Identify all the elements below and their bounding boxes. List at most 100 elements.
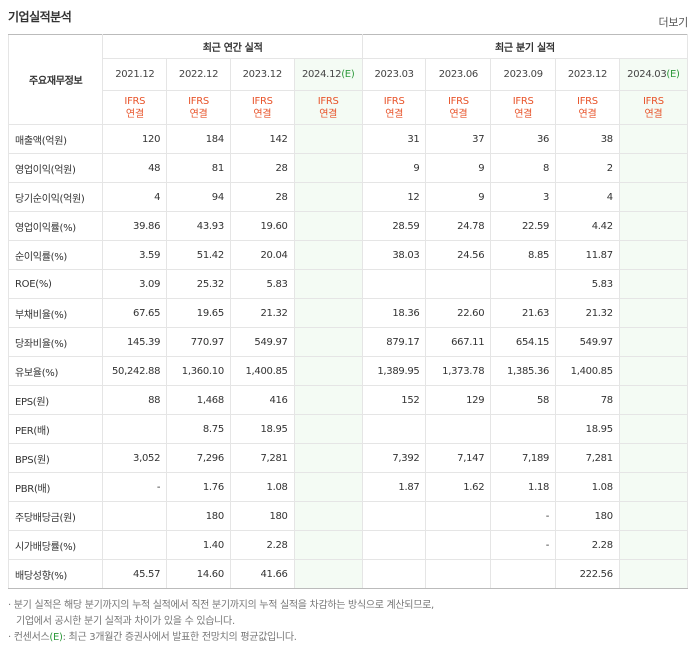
value-cell: 770.97 xyxy=(166,327,231,357)
period-header: 2023.09 xyxy=(490,58,557,91)
value-cell: 1,468 xyxy=(166,385,231,415)
value-cell xyxy=(102,530,168,560)
period-header: 2023.06 xyxy=(425,58,492,91)
table-row: ROE(%) 3.09 25.32 5.83 5.83 xyxy=(7,269,689,299)
value-cell: 45.57 xyxy=(102,559,168,589)
value-cell xyxy=(618,182,689,212)
value-cell xyxy=(293,327,363,357)
value-cell xyxy=(618,414,689,444)
value-cell: 8.85 xyxy=(490,240,557,270)
value-cell: 50,242.88 xyxy=(102,356,168,386)
value-cell: 18.95 xyxy=(555,414,620,444)
value-cell: 129 xyxy=(425,385,492,415)
value-cell xyxy=(293,472,363,502)
value-cell: 1,400.85 xyxy=(555,356,620,386)
note-1: · 분기 실적은 해당 분기까지의 누적 실적에서 직전 분기까지의 누적 실적… xyxy=(8,600,434,627)
value-cell: 4 xyxy=(555,182,620,212)
value-cell xyxy=(618,385,689,415)
value-cell: 1,389.95 xyxy=(361,356,427,386)
annual-title: 최근 연간 실적 xyxy=(102,34,363,59)
value-cell: 21.32 xyxy=(555,298,620,328)
row-label: 주당배당금(원) xyxy=(7,501,104,531)
value-cell: 81 xyxy=(166,153,231,183)
table-row: 영업이익률(%) 39.86 43.93 19.60 28.59 24.78 22.59 4.… xyxy=(7,211,689,241)
value-cell xyxy=(293,443,363,473)
value-cell xyxy=(293,385,363,415)
value-cell xyxy=(425,530,492,560)
value-cell: 9 xyxy=(361,153,427,183)
value-cell xyxy=(618,298,689,328)
value-cell: 19.65 xyxy=(166,298,231,328)
value-cell: 24.56 xyxy=(425,240,492,270)
value-cell: 48 xyxy=(102,153,168,183)
value-cell xyxy=(425,414,492,444)
value-cell: 2.28 xyxy=(555,530,620,560)
value-cell: 145.39 xyxy=(102,327,168,357)
table-row: PER(배) 8.75 18.95 18.95 xyxy=(7,414,689,444)
value-cell: 31 xyxy=(361,124,427,154)
value-cell: 180 xyxy=(229,501,295,531)
value-cell xyxy=(293,356,363,386)
value-cell xyxy=(618,530,689,560)
row-label: PER(배) xyxy=(7,414,104,444)
value-cell: 28 xyxy=(229,153,295,183)
value-cell xyxy=(361,501,427,531)
table-row: 매출액(억원) 120 184 142 31 37 36 38 xyxy=(7,124,689,154)
value-cell xyxy=(490,559,557,589)
value-cell: 12 xyxy=(361,182,427,212)
value-cell xyxy=(618,269,689,299)
value-cell: - xyxy=(490,501,557,531)
value-cell xyxy=(618,211,689,241)
period-header: 2023.12 xyxy=(229,58,295,91)
value-cell xyxy=(618,559,689,589)
value-cell xyxy=(361,414,427,444)
value-cell: 8.75 xyxy=(166,414,231,444)
value-cell: 9 xyxy=(425,153,492,183)
value-cell: 3.59 xyxy=(102,240,168,270)
value-cell: 7,392 xyxy=(361,443,427,473)
period-header: 2021.12 xyxy=(102,58,168,91)
value-cell xyxy=(102,414,168,444)
value-cell: 1,360.10 xyxy=(166,356,231,386)
more-link[interactable]: 더보기 xyxy=(658,16,689,29)
ifrs-header: IFRS 연결 xyxy=(490,90,557,125)
value-cell: 18.36 xyxy=(361,298,427,328)
value-cell: 2 xyxy=(555,153,620,183)
value-cell: 7,281 xyxy=(229,443,295,473)
value-cell xyxy=(293,153,363,183)
table-row: 배당성향(%) 45.57 14.60 41.66 222.56 xyxy=(7,559,689,589)
value-cell: 1,373.78 xyxy=(425,356,492,386)
value-cell: - xyxy=(490,530,557,560)
row-label: 영업이익률(%) xyxy=(7,211,104,241)
value-cell: 18.95 xyxy=(229,414,295,444)
value-cell: 37 xyxy=(425,124,492,154)
table-row: 당좌비율(%) 145.39 770.97 549.97 879.17 667.11 654… xyxy=(7,327,689,357)
note-2: · 컨센서스(E): 최근 3개월간 증권사에서 발표한 전망치의 평균값입니다… xyxy=(8,632,297,643)
quarter-title: 최근 분기 실적 xyxy=(361,34,689,59)
table-row: 유보율(%) 50,242.88 1,360.10 1,400.85 1,389.95 1… xyxy=(7,356,689,386)
value-cell xyxy=(293,298,363,328)
table-row: 순이익률(%) 3.59 51.42 20.04 38.03 24.56 8.85 11.87 xyxy=(7,240,689,270)
row-label: 순이익률(%) xyxy=(7,240,104,270)
value-cell: 180 xyxy=(555,501,620,531)
value-cell xyxy=(361,559,427,589)
value-cell: 7,281 xyxy=(555,443,620,473)
value-cell: 9 xyxy=(425,182,492,212)
table-row: 주당배당금(원) 180 180-180 xyxy=(7,501,689,531)
ifrs-header: IFRS 연결 xyxy=(361,90,427,125)
period-header: 2022.12 xyxy=(166,58,231,91)
value-cell: 1.08 xyxy=(555,472,620,502)
ifrs-header: IFRS 연결 xyxy=(166,90,231,125)
value-cell xyxy=(293,182,363,212)
ifrs-header: IFRS 연결 xyxy=(102,90,168,125)
row-label: ROE(%) xyxy=(7,269,104,299)
value-cell: 38.03 xyxy=(361,240,427,270)
period-header: 2023.03 xyxy=(361,58,427,91)
row-label: EPS(원) xyxy=(7,385,104,415)
value-cell: 58 xyxy=(490,385,557,415)
value-cell: 1,400.85 xyxy=(229,356,295,386)
table-row: PBR(배) -1.76 1.08 1.87 1.62 1.18 1.08 xyxy=(7,472,689,502)
value-cell: 22.60 xyxy=(425,298,492,328)
value-cell: 152 xyxy=(361,385,427,415)
value-cell: 51.42 xyxy=(166,240,231,270)
